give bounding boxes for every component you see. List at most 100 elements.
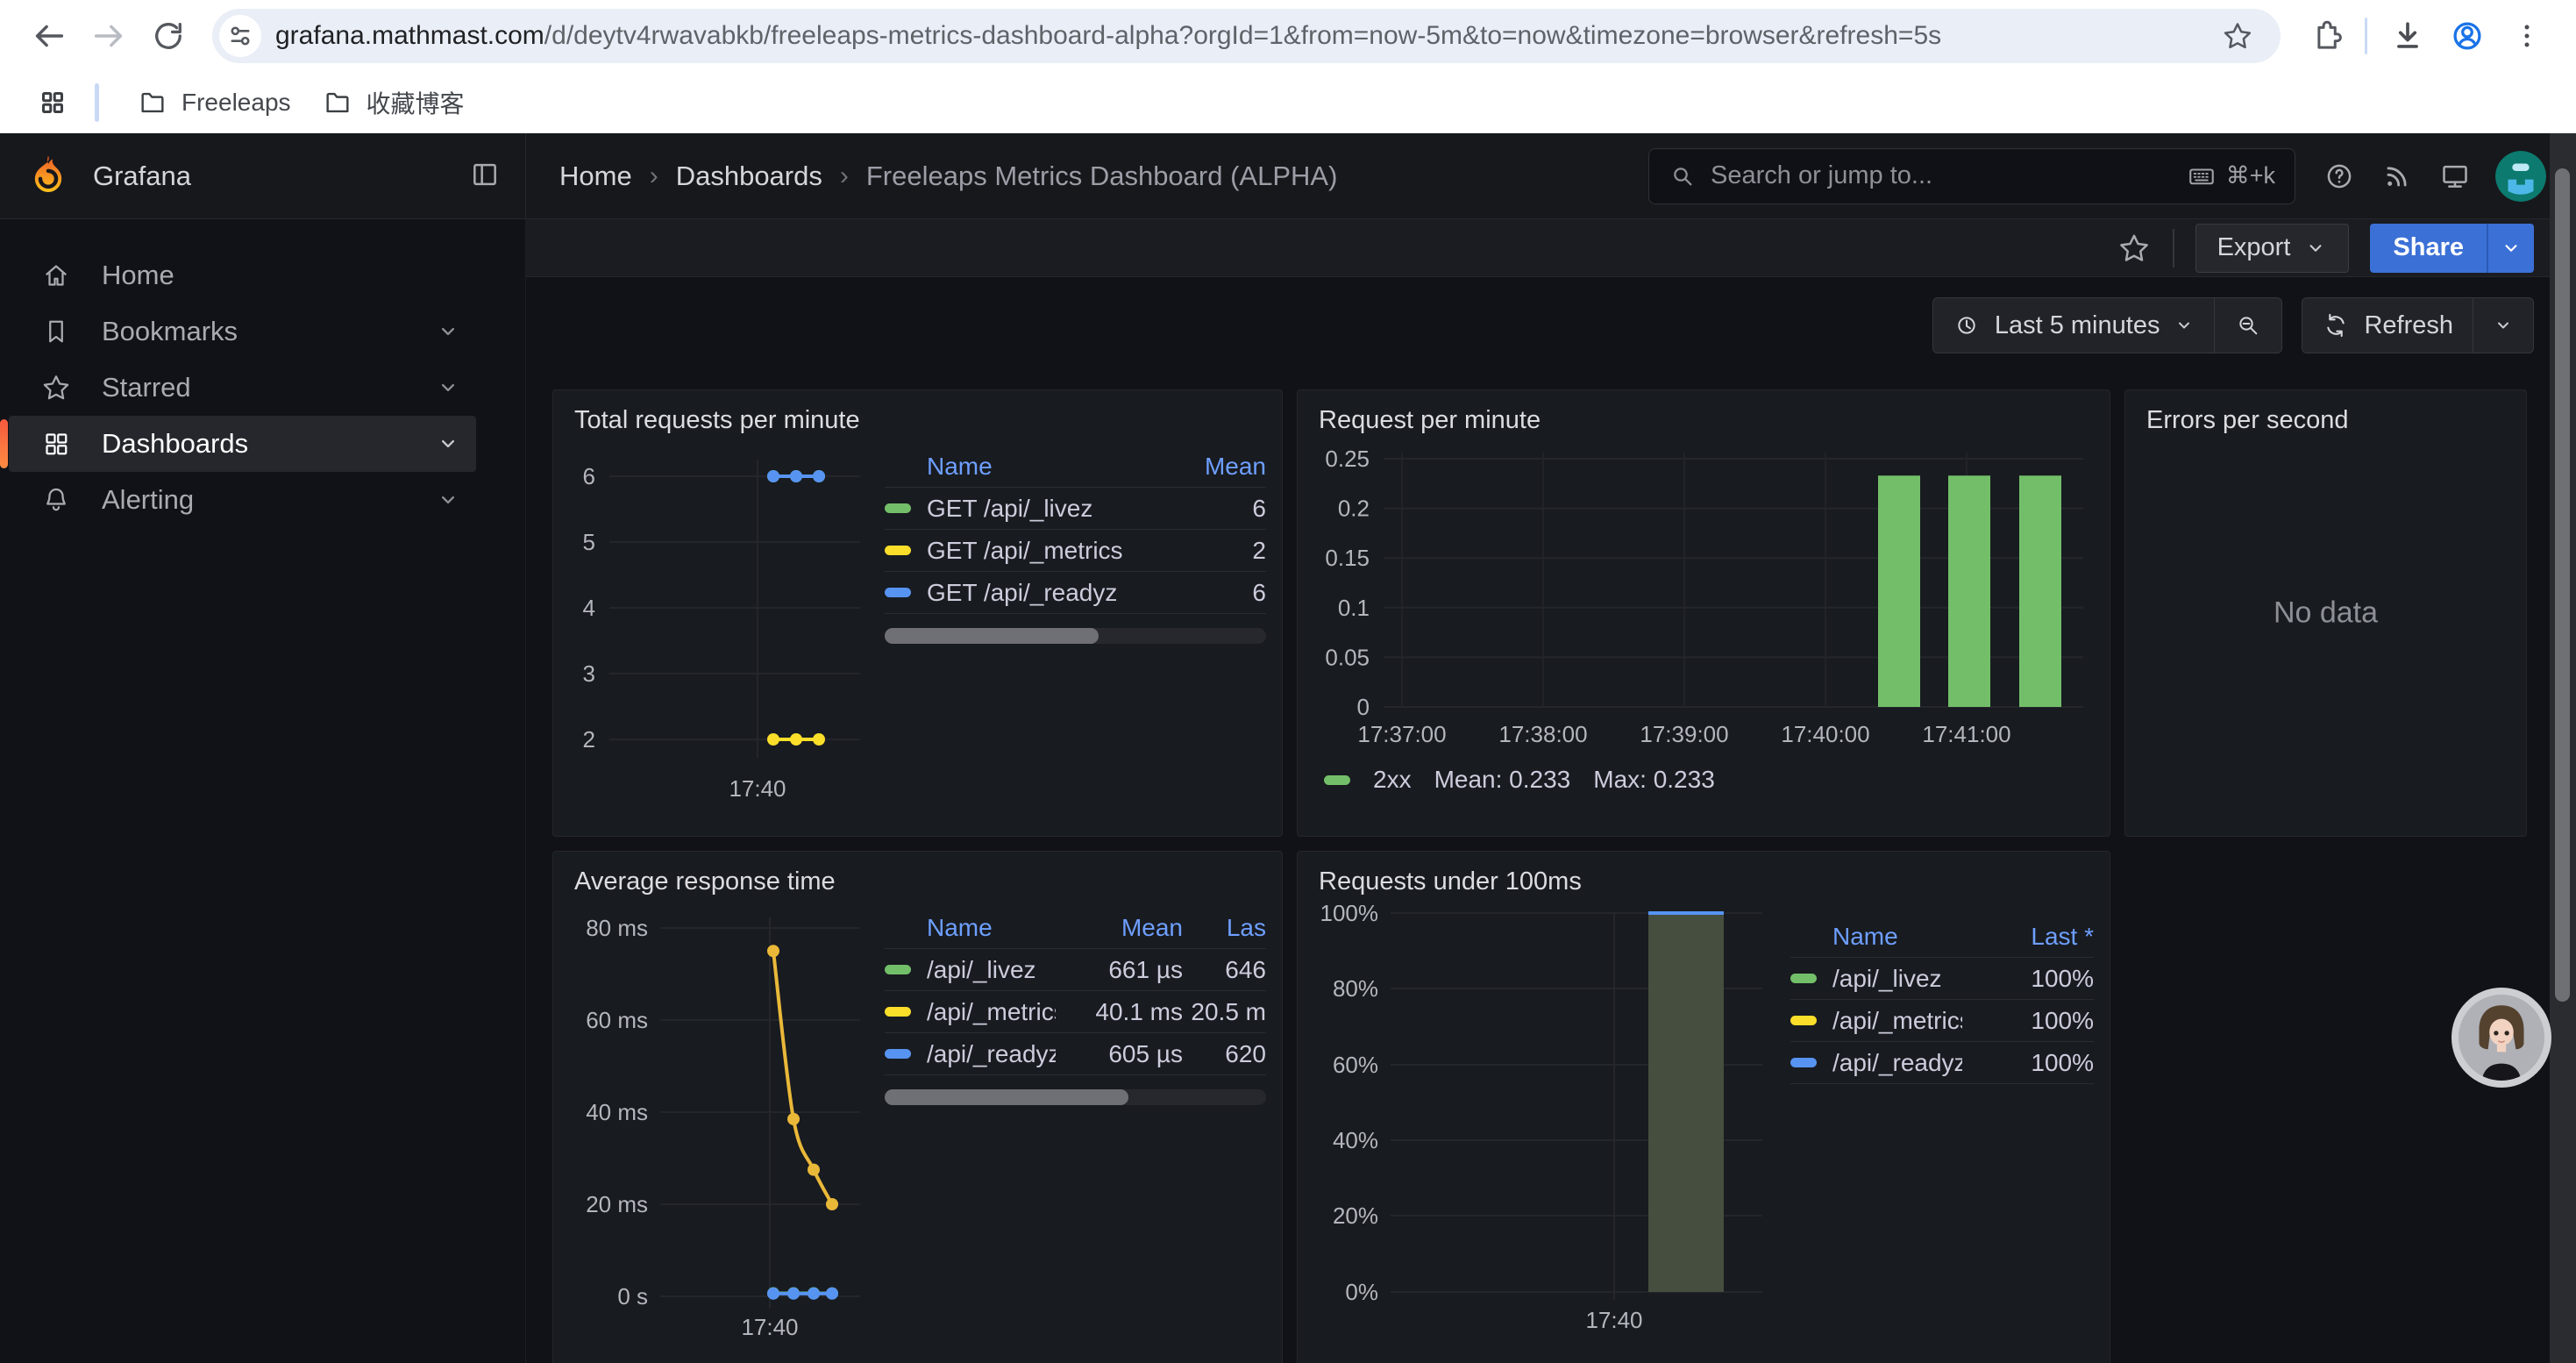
panel-total-requests: Total requests per minute 6543217:40 Nam…: [552, 389, 1283, 837]
url-text[interactable]: grafana.mathmast.com/d/deytv4rwavabkb/fr…: [275, 21, 2212, 51]
panel-title[interactable]: Errors per second: [2146, 406, 2510, 435]
dashboard-content: Export Share Last 5 minutes: [526, 219, 2576, 1363]
help-button[interactable]: [2322, 159, 2357, 194]
series-name[interactable]: /api/_metrics: [1832, 1007, 1962, 1035]
reload-icon: [149, 17, 188, 55]
svg-text:80%: 80%: [1333, 975, 1378, 1002]
share-menu-button[interactable]: [2487, 224, 2534, 273]
legend-scrollbar[interactable]: [885, 628, 1266, 644]
refresh-interval-button[interactable]: [2473, 298, 2533, 353]
time-range-picker[interactable]: Last 5 minutes: [1933, 298, 2215, 353]
news-button[interactable]: [2380, 159, 2415, 194]
extensions-button[interactable]: [2300, 11, 2349, 61]
legend-scrollbar-thumb[interactable]: [885, 1089, 1128, 1105]
legend-scrollbar-thumb[interactable]: [885, 628, 1099, 644]
series-swatch-green[interactable]: [885, 503, 911, 513]
series-name[interactable]: /api/_livez: [1832, 965, 1962, 993]
series-swatch-blue[interactable]: [1790, 1058, 1817, 1067]
sidebar-item-starred[interactable]: Starred: [9, 360, 476, 416]
favorite-dashboard-button[interactable]: [2117, 231, 2152, 266]
share-button[interactable]: Share: [2370, 224, 2487, 273]
page-scrollbar[interactable]: [2550, 133, 2576, 1363]
assistant-avatar-image: [2459, 995, 2544, 1081]
series-swatch-blue[interactable]: [885, 588, 911, 597]
user-avatar[interactable]: [2495, 151, 2546, 202]
page-scrollbar-thumb[interactable]: [2555, 168, 2570, 1002]
svg-text:0.25: 0.25: [1325, 446, 1370, 472]
legend-header-last[interactable]: Las: [1183, 914, 1266, 942]
export-button[interactable]: Export: [2195, 224, 2350, 273]
legend-header-name[interactable]: Name: [885, 914, 1056, 942]
breadcrumb-dashboards[interactable]: Dashboards: [676, 161, 822, 192]
puzzle-icon: [2306, 18, 2343, 54]
svg-text:0.05: 0.05: [1325, 644, 1370, 670]
dashboard-actions-bar: Export Share: [526, 219, 2576, 277]
help-icon: [2322, 159, 2357, 194]
site-settings-button[interactable]: [219, 15, 261, 57]
panel-title[interactable]: Requests under 100ms: [1319, 867, 2094, 896]
floating-assistant-avatar[interactable]: [2451, 988, 2551, 1088]
browser-menu-button[interactable]: [2502, 11, 2551, 61]
request-per-minute-chart: 0.250.20.150.10.05017:37:0017:38:0017:39…: [1313, 444, 2089, 749]
series-swatch-green[interactable]: [1324, 775, 1350, 785]
bookmark-folder-freeleaps[interactable]: Freeleaps: [122, 81, 307, 125]
bell-icon: [40, 484, 72, 516]
legend-header-name[interactable]: Name: [1790, 923, 1962, 951]
series-last: 100%: [1962, 1049, 2094, 1077]
series-mean: 661 µs: [1056, 956, 1183, 984]
series-swatch-yellow[interactable]: [1790, 1016, 1817, 1025]
series-name[interactable]: /api/_readyz: [1832, 1049, 1962, 1077]
panel-title[interactable]: Request per minute: [1319, 406, 2094, 435]
series-last: 20.5 m: [1183, 998, 1266, 1026]
series-mean: 40.1 ms: [1056, 998, 1183, 1026]
bookmark-page-button[interactable]: [2217, 16, 2258, 56]
apps-shortcut-button[interactable]: [32, 82, 74, 124]
series-name[interactable]: /api/_readyz: [927, 1040, 1056, 1068]
bookmark-label: Freeleaps: [181, 89, 291, 117]
series-swatch-yellow[interactable]: [885, 1007, 911, 1017]
bookmark-folder-blogs[interactable]: 收藏博客: [307, 78, 480, 127]
series-swatch-blue[interactable]: [885, 1049, 911, 1059]
series-swatch-green[interactable]: [1790, 974, 1817, 983]
sidebar-item-dashboards[interactable]: Dashboards: [9, 416, 476, 472]
series-name[interactable]: GET /api/_livez: [927, 495, 1135, 523]
panel-title[interactable]: Average response time: [574, 867, 1266, 896]
panel-requests-under-100ms: Requests under 100ms 100%80%60%40%20%0%1…: [1297, 851, 2110, 1363]
sidebar-toggle-button[interactable]: [467, 157, 502, 195]
series-name[interactable]: /api/_livez: [927, 956, 1056, 984]
refresh-icon: [2322, 311, 2350, 339]
series-name[interactable]: GET /api/_metrics: [927, 537, 1135, 565]
series-name[interactable]: /api/_metrics: [927, 998, 1056, 1026]
series-swatch-green[interactable]: [885, 965, 911, 974]
chevron-down-icon: [2174, 315, 2195, 336]
panel-title[interactable]: Total requests per minute: [574, 406, 1266, 435]
tv-mode-button[interactable]: [2437, 159, 2473, 194]
sidebar-item-bookmarks[interactable]: Bookmarks: [9, 303, 476, 360]
legend-scrollbar[interactable]: [885, 1089, 1266, 1105]
series-swatch-yellow[interactable]: [885, 546, 911, 555]
sidebar-item-home[interactable]: Home: [9, 247, 476, 303]
back-button[interactable]: [25, 11, 74, 61]
legend-header-name[interactable]: Name: [885, 453, 1135, 481]
reload-button[interactable]: [144, 11, 193, 61]
legend-header-mean[interactable]: Mean: [1135, 453, 1266, 481]
search-icon: [1669, 162, 1697, 190]
profile-button[interactable]: [2443, 11, 2492, 61]
legend-row: GET /api/_livez 6: [885, 488, 1266, 530]
grafana-logo: [25, 153, 72, 200]
search-input[interactable]: Search or jump to... ⌘+k: [1648, 148, 2295, 204]
url-bar[interactable]: grafana.mathmast.com/d/deytv4rwavabkb/fr…: [212, 9, 2281, 63]
series-name[interactable]: 2xx: [1373, 766, 1412, 794]
breadcrumb-home[interactable]: Home: [559, 161, 632, 192]
series-name[interactable]: GET /api/_readyz: [927, 579, 1135, 607]
forward-button[interactable]: [84, 11, 133, 61]
downloads-button[interactable]: [2383, 11, 2432, 61]
legend-header-last[interactable]: Last *: [1962, 923, 2094, 951]
refresh-button[interactable]: Refresh: [2302, 298, 2473, 353]
zoom-out-time-button[interactable]: [2215, 298, 2281, 353]
legend-header-mean[interactable]: Mean: [1056, 914, 1183, 942]
keyboard-icon: [2186, 161, 2217, 192]
sidebar-item-alerting[interactable]: Alerting: [9, 472, 476, 528]
breadcrumb-current: Freeleaps Metrics Dashboard (ALPHA): [866, 161, 1338, 192]
svg-text:17:40: 17:40: [1585, 1307, 1642, 1333]
